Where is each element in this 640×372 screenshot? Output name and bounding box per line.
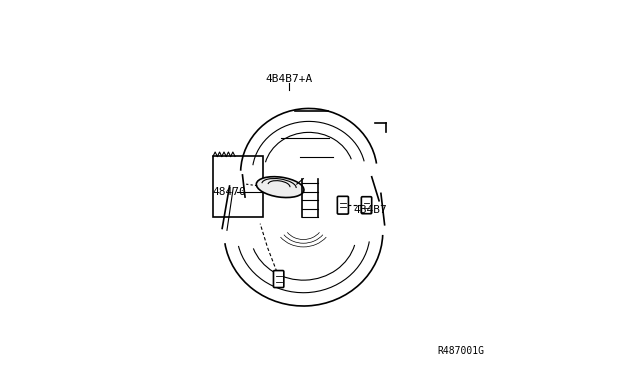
Text: 4B4B7: 4B4B7 (353, 205, 387, 215)
FancyBboxPatch shape (337, 196, 348, 214)
Text: 4B4B7+A: 4B4B7+A (265, 74, 312, 84)
Bar (213, 157, 263, 217)
FancyBboxPatch shape (273, 270, 284, 288)
FancyBboxPatch shape (362, 197, 372, 214)
Text: R487001G: R487001G (437, 346, 484, 356)
Text: 48470: 48470 (212, 186, 246, 196)
Ellipse shape (256, 177, 304, 198)
